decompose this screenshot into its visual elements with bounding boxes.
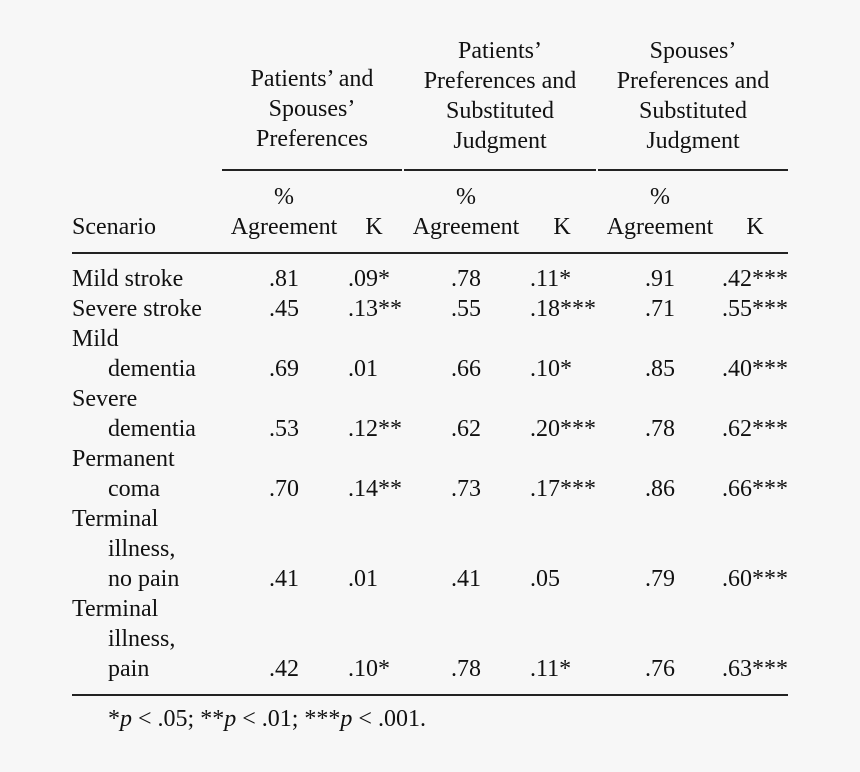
row-1-value-5: .91 bbox=[645, 266, 675, 292]
group-header-2-line-4: Judgment bbox=[453, 128, 547, 154]
column-header-pct-1: % bbox=[274, 184, 294, 210]
row-4-scenario-line-2: dementia bbox=[108, 416, 196, 442]
column-header-agreement-3: Agreement bbox=[606, 214, 714, 240]
row-6-value-4: .05 bbox=[530, 566, 560, 592]
row-3-scenario-line-1: Mild bbox=[72, 326, 119, 352]
row-4-value-3: .62 bbox=[451, 416, 481, 442]
column-header-agreement-2: Agreement bbox=[412, 214, 520, 240]
group-header-rule-1 bbox=[222, 169, 402, 171]
footnote-stars: * bbox=[108, 706, 120, 732]
row-2-value-1: .45 bbox=[269, 296, 299, 322]
group-header-1-line-1: Patients’ and bbox=[250, 66, 374, 92]
column-header-kappa-1: K bbox=[365, 214, 383, 240]
footnote-threshold: < .05; bbox=[132, 706, 201, 732]
footnote-p-symbol: p bbox=[340, 706, 353, 732]
column-header-scenario: Scenario bbox=[72, 214, 156, 240]
row-7-scenario-line-3: pain bbox=[108, 656, 150, 682]
row-7-value-2: .10* bbox=[348, 656, 390, 682]
group-header-rule-3 bbox=[598, 169, 788, 171]
row-3-value-6: .40*** bbox=[722, 356, 788, 382]
row-2-value-4: .18*** bbox=[530, 296, 596, 322]
column-header-kappa-3: K bbox=[746, 214, 764, 240]
row-6-value-6: .60*** bbox=[722, 566, 788, 592]
column-header-kappa-2: K bbox=[553, 214, 571, 240]
group-header-3-line-1: Spouses’ bbox=[649, 38, 737, 64]
row-4-scenario-line-1: Severe bbox=[72, 386, 138, 412]
footnote-threshold: < .01; bbox=[236, 706, 305, 732]
group-header-3-line-2: Preferences and bbox=[616, 68, 770, 94]
row-2-value-3: .55 bbox=[451, 296, 481, 322]
row-6-value-2: .01 bbox=[348, 566, 378, 592]
row-3-scenario-line-2: dementia bbox=[108, 356, 196, 382]
row-6-scenario-line-2: illness, bbox=[108, 536, 176, 562]
row-4-value-6: .62*** bbox=[722, 416, 788, 442]
row-1-value-6: .42*** bbox=[722, 266, 788, 292]
row-2-scenario-line-1: Severe stroke bbox=[72, 296, 202, 322]
column-header-pct-2: % bbox=[456, 184, 476, 210]
group-header-2-line-3: Substituted bbox=[445, 98, 554, 124]
row-6-scenario-line-1: Terminal bbox=[72, 506, 159, 532]
row-3-value-2: .01 bbox=[348, 356, 378, 382]
row-5-scenario-line-2: coma bbox=[108, 476, 160, 502]
column-header-pct-3: % bbox=[650, 184, 670, 210]
group-header-3-line-4: Judgment bbox=[646, 128, 740, 154]
row-5-scenario-line-1: Permanent bbox=[72, 446, 175, 472]
footnote-threshold: < .001. bbox=[352, 706, 426, 732]
row-1-value-3: .78 bbox=[451, 266, 481, 292]
row-1-value-1: .81 bbox=[269, 266, 299, 292]
group-header-2-line-1: Patients’ bbox=[458, 38, 542, 64]
row-2-value-6: .55*** bbox=[722, 296, 788, 322]
row-5-value-3: .73 bbox=[451, 476, 481, 502]
footnote-stars: ** bbox=[200, 706, 225, 732]
row-7-scenario-line-2: illness, bbox=[108, 626, 176, 652]
footnote-p-symbol: p bbox=[120, 706, 132, 732]
row-6-value-3: .41 bbox=[451, 566, 481, 592]
row-2-value-5: .71 bbox=[645, 296, 675, 322]
row-7-value-1: .42 bbox=[269, 656, 299, 682]
footnote-stars: *** bbox=[304, 706, 341, 732]
row-6-value-1: .41 bbox=[269, 566, 299, 592]
significance-footnote: *p < .05; **p < .01; ***p < .001. bbox=[108, 704, 426, 734]
row-1-value-2: .09* bbox=[348, 266, 390, 292]
group-header-rule-2 bbox=[404, 169, 596, 171]
row-3-value-4: .10* bbox=[530, 356, 572, 382]
row-4-value-4: .20*** bbox=[530, 416, 596, 442]
row-5-value-5: .86 bbox=[645, 476, 675, 502]
row-4-value-2: .12** bbox=[348, 416, 402, 442]
row-7-scenario-line-1: Terminal bbox=[72, 596, 159, 622]
row-5-value-4: .17*** bbox=[530, 476, 596, 502]
column-header-agreement-1: Agreement bbox=[230, 214, 338, 240]
row-2-value-2: .13** bbox=[348, 296, 402, 322]
footnote-p-symbol: p bbox=[224, 706, 237, 732]
row-6-value-5: .79 bbox=[645, 566, 675, 592]
group-header-2-line-2: Preferences and bbox=[423, 68, 577, 94]
row-3-value-5: .85 bbox=[645, 356, 675, 382]
header-bottom-rule bbox=[72, 252, 788, 254]
row-5-value-6: .66*** bbox=[722, 476, 788, 502]
row-6-scenario-line-3: no pain bbox=[108, 566, 180, 592]
row-4-value-1: .53 bbox=[269, 416, 299, 442]
row-7-value-4: .11* bbox=[530, 656, 572, 682]
row-7-value-3: .78 bbox=[451, 656, 481, 682]
row-4-value-5: .78 bbox=[645, 416, 675, 442]
row-5-value-2: .14** bbox=[348, 476, 402, 502]
row-7-value-6: .63*** bbox=[722, 656, 788, 682]
row-1-scenario-line-1: Mild stroke bbox=[72, 266, 184, 292]
row-3-value-3: .66 bbox=[451, 356, 481, 382]
row-7-value-5: .76 bbox=[645, 656, 675, 682]
group-header-3-line-3: Substituted bbox=[638, 98, 747, 124]
row-5-value-1: .70 bbox=[269, 476, 299, 502]
group-header-1-line-2: Spouses’ bbox=[268, 96, 356, 122]
row-1-value-4: .11* bbox=[530, 266, 572, 292]
row-3-value-1: .69 bbox=[269, 356, 299, 382]
table-bottom-rule bbox=[72, 694, 788, 696]
group-header-1-line-3: Preferences bbox=[256, 126, 368, 152]
